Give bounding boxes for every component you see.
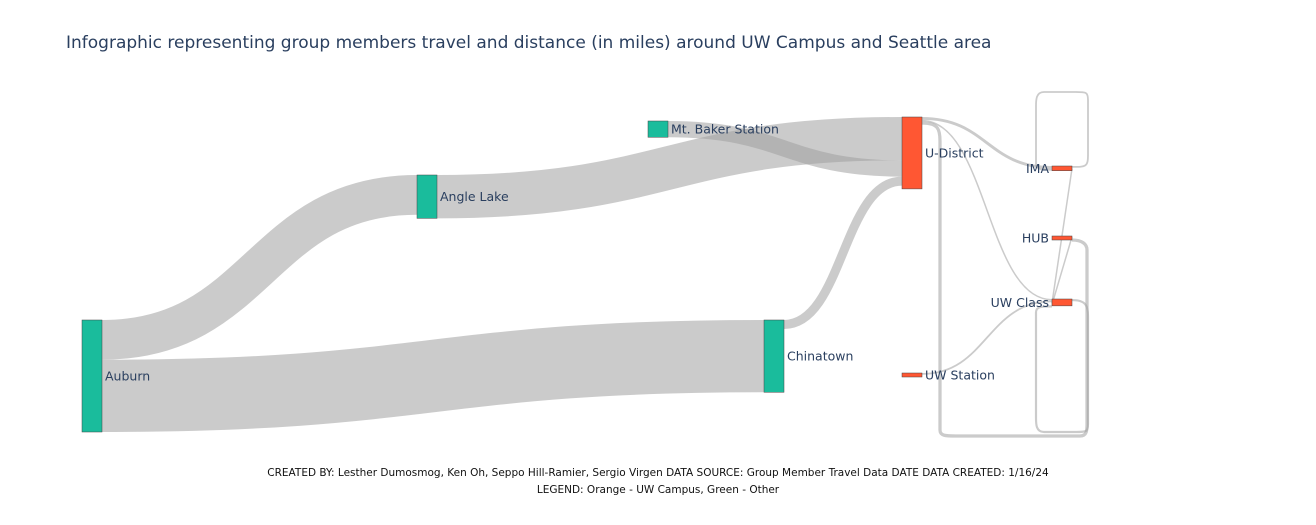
node-label-uw-station: UW Station — [925, 368, 995, 383]
link-u-district-to-ima[interactable] — [921, 116, 1053, 169]
node-uw-station[interactable] — [901, 372, 923, 378]
footer-legend: LEGEND: Orange - UW Campus, Green - Othe… — [536, 484, 780, 496]
link-auburn-to-angle-lake[interactable] — [101, 175, 418, 360]
link-uw-station-to-uw-class[interactable] — [921, 300, 1053, 375]
node-label-ima: IMA — [1026, 161, 1049, 176]
node-label-chinatown: Chinatown — [787, 349, 853, 364]
chart-title: Infographic representing group members t… — [66, 33, 992, 53]
links-layer — [101, 91, 1090, 438]
link-ima-to-ima[interactable] — [1035, 91, 1089, 171]
link-hub-to-uw-class[interactable] — [1051, 236, 1073, 305]
nodes-layer — [81, 116, 1073, 433]
link-auburn-to-chinatown[interactable] — [101, 319, 765, 433]
node-mt-baker[interactable] — [647, 120, 669, 138]
labels-layer: Auburn Angle Lake Mt. Baker Station Chinato… — [105, 122, 1049, 384]
footer-credits: CREATED BY: Lesther Dumosmog, Ken Oh, Se… — [267, 467, 1049, 479]
node-label-auburn: Auburn — [105, 369, 150, 384]
link-mt-baker-to-u-district[interactable] — [667, 120, 903, 177]
link-uw-class-to-uw-class[interactable] — [1034, 299, 1090, 434]
link-u-district-to-u-district[interactable] — [921, 121, 1089, 438]
node-label-u-district: U-District — [925, 145, 984, 160]
node-auburn[interactable] — [81, 319, 103, 433]
link-angle-lake-to-u-district[interactable] — [436, 116, 903, 219]
link-chinatown-to-u-district[interactable] — [783, 176, 903, 330]
node-label-mt-baker: Mt. Baker Station — [671, 122, 779, 137]
node-label-angle-lake: Angle Lake — [440, 189, 509, 204]
node-label-hub: HUB — [1022, 231, 1049, 246]
node-hub[interactable] — [1051, 235, 1073, 241]
node-u-district[interactable] — [901, 116, 923, 190]
node-angle-lake[interactable] — [416, 174, 438, 219]
node-uw-class[interactable] — [1051, 298, 1073, 307]
link-u-district-to-uw-class[interactable] — [921, 119, 1053, 301]
node-chinatown[interactable] — [763, 319, 785, 393]
node-ima[interactable] — [1051, 165, 1073, 171]
node-label-uw-class: UW Class — [991, 295, 1049, 310]
